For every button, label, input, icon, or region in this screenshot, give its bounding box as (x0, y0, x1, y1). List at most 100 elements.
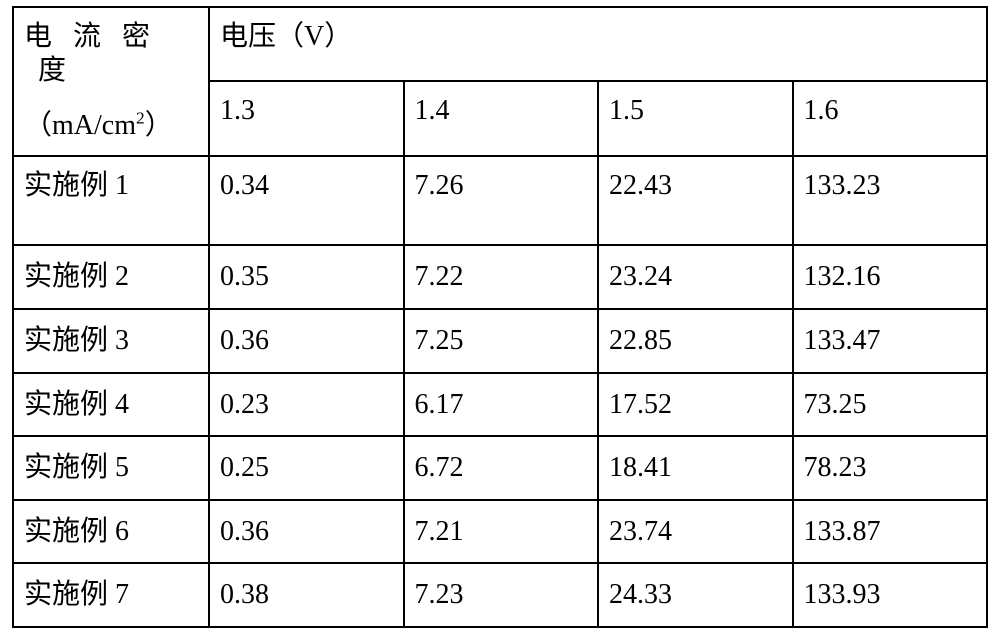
table-row: 实施例 6 0.36 7.21 23.74 133.87 (13, 500, 987, 564)
cell-value: 0.34 (210, 157, 403, 245)
header-row-1: 电 流 密 度 （mA/cm2） 电压（V） (13, 7, 987, 81)
cell-value: 132.16 (794, 246, 987, 308)
data-cell: 0.34 (209, 156, 404, 246)
voltage-col-1: 1.4 (404, 81, 599, 155)
voltage-col-2: 1.5 (598, 81, 793, 155)
data-cell: 133.47 (793, 309, 988, 373)
data-cell: 0.38 (209, 563, 404, 627)
cell-value: 7.21 (405, 501, 598, 563)
row-label: 实施例 2 (13, 245, 209, 309)
cell-value: 133.23 (794, 157, 987, 245)
char: 度 (38, 55, 66, 86)
cell-value: 133.87 (794, 501, 987, 563)
char: 电 (24, 21, 52, 52)
cell-value: 0.25 (210, 437, 403, 499)
cell-value: 6.72 (405, 437, 598, 499)
char: 流 (73, 21, 101, 52)
row-label: 实施例 4 (13, 373, 209, 437)
data-cell: 23.24 (598, 245, 793, 309)
table-row: 实施例 3 0.36 7.25 22.85 133.47 (13, 309, 987, 373)
row-header-unit: （mA/cm2） (24, 109, 198, 143)
column-group-label: 电压（V） (210, 8, 986, 66)
cell-value: 实施例 3 (14, 310, 208, 372)
data-cell: 0.25 (209, 436, 404, 500)
cell-value: 0.35 (210, 246, 403, 308)
cell-value: 7.23 (405, 564, 598, 626)
data-cell: 6.72 (404, 436, 599, 500)
cell-value: 实施例 6 (14, 501, 208, 563)
table-row: 实施例 4 0.23 6.17 17.52 73.25 (13, 373, 987, 437)
data-cell: 133.87 (793, 500, 988, 564)
data-cell: 0.35 (209, 245, 404, 309)
cell-value: 7.26 (405, 157, 598, 245)
data-cell: 133.23 (793, 156, 988, 246)
row-label: 实施例 7 (13, 563, 209, 627)
data-cell: 0.36 (209, 309, 404, 373)
cell-value: 22.85 (599, 310, 792, 372)
column-group-header: 电压（V） (209, 7, 987, 81)
cell-value: 78.23 (794, 437, 987, 499)
cell-value: 6.17 (405, 374, 598, 436)
cell-value: 0.36 (210, 310, 403, 372)
cell-value: 实施例 5 (14, 437, 208, 499)
cell-value: 7.22 (405, 246, 598, 308)
cell-value: 1.3 (210, 82, 403, 140)
unit-prefix: （mA/cm (24, 110, 136, 141)
data-cell: 7.23 (404, 563, 599, 627)
cell-value: 0.23 (210, 374, 403, 436)
data-cell: 7.25 (404, 309, 599, 373)
data-table: 电 流 密 度 （mA/cm2） 电压（V） 1.3 1.4 1.5 1.6 实… (12, 6, 988, 628)
cell-value: 133.47 (794, 310, 987, 372)
data-cell: 22.85 (598, 309, 793, 373)
row-label: 实施例 3 (13, 309, 209, 373)
cell-value: 24.33 (599, 564, 792, 626)
cell-value: 1.6 (794, 82, 987, 140)
data-cell: 6.17 (404, 373, 599, 437)
data-cell: 7.21 (404, 500, 599, 564)
cell-value: 18.41 (599, 437, 792, 499)
cell-value: 133.93 (794, 564, 987, 626)
cell-value: 实施例 2 (14, 246, 208, 308)
cell-value: 实施例 4 (14, 374, 208, 436)
voltage-col-3: 1.6 (793, 81, 988, 155)
cell-value: 0.36 (210, 501, 403, 563)
cell-value: 73.25 (794, 374, 987, 436)
cell-value: 17.52 (599, 374, 792, 436)
cell-value: 0.38 (210, 564, 403, 626)
row-label: 实施例 1 (13, 156, 209, 246)
row-header-cell: 电 流 密 度 （mA/cm2） (13, 7, 209, 156)
cell-value: 1.4 (405, 82, 598, 140)
cell-value: 22.43 (599, 157, 792, 245)
data-cell: 18.41 (598, 436, 793, 500)
cell-value: 7.25 (405, 310, 598, 372)
data-cell: 7.22 (404, 245, 599, 309)
cell-value: 23.24 (599, 246, 792, 308)
data-cell: 132.16 (793, 245, 988, 309)
data-cell: 0.36 (209, 500, 404, 564)
data-cell: 22.43 (598, 156, 793, 246)
table-row: 实施例 2 0.35 7.22 23.24 132.16 (13, 245, 987, 309)
data-cell: 133.93 (793, 563, 988, 627)
row-header-title: 电 流 密 度 (24, 20, 198, 87)
data-cell: 0.23 (209, 373, 404, 437)
row-label: 实施例 6 (13, 500, 209, 564)
row-label: 实施例 5 (13, 436, 209, 500)
cell-value: 实施例 1 (14, 157, 208, 245)
data-cell: 23.74 (598, 500, 793, 564)
unit-suffix: ） (145, 110, 173, 141)
cell-value: 实施例 7 (14, 564, 208, 626)
table-row: 实施例 5 0.25 6.72 18.41 78.23 (13, 436, 987, 500)
table-row: 实施例 1 0.34 7.26 22.43 133.23 (13, 156, 987, 246)
unit-sup: 2 (136, 109, 145, 128)
data-cell: 73.25 (793, 373, 988, 437)
voltage-col-0: 1.3 (209, 81, 404, 155)
cell-value: 23.74 (599, 501, 792, 563)
table-row: 实施例 7 0.38 7.23 24.33 133.93 (13, 563, 987, 627)
cell-value: 1.5 (599, 82, 792, 140)
table-container: 电 流 密 度 （mA/cm2） 电压（V） 1.3 1.4 1.5 1.6 实… (0, 0, 1000, 614)
char: 密 (122, 21, 150, 52)
data-cell: 78.23 (793, 436, 988, 500)
data-cell: 24.33 (598, 563, 793, 627)
data-cell: 7.26 (404, 156, 599, 246)
data-cell: 17.52 (598, 373, 793, 437)
